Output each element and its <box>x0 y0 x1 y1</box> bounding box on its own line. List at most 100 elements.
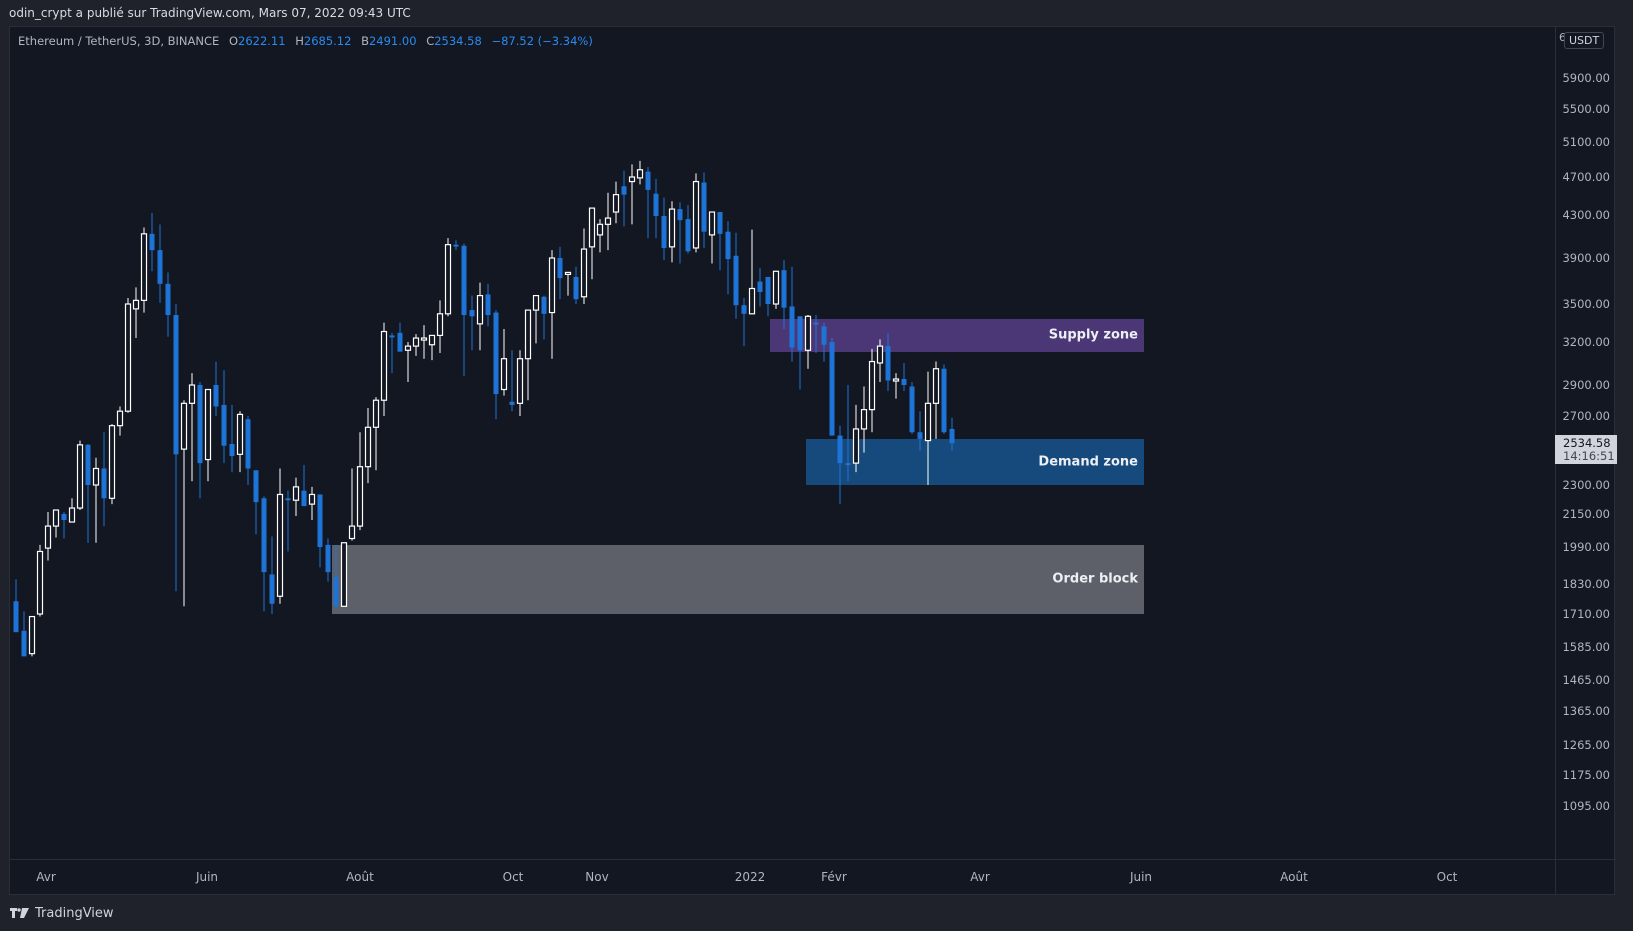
price-tick: 4700.00 <box>1562 170 1610 184</box>
bar-countdown: 14:16:51 <box>1563 449 1615 464</box>
price-tick: 2900.00 <box>1562 378 1610 392</box>
price-tick: 1365.00 <box>1562 704 1610 718</box>
candle <box>860 386 868 453</box>
time-tick: 2022 <box>734 870 766 884</box>
candle <box>36 544 44 617</box>
candle <box>741 297 747 347</box>
time-tick: Août <box>346 870 374 884</box>
candle <box>276 468 284 604</box>
candle <box>157 224 163 303</box>
candle <box>949 417 955 451</box>
symbol-legend: Ethereum / TetherUS, 3D, BINANCE O2622.1… <box>18 34 593 48</box>
candle <box>772 270 780 309</box>
candle <box>628 164 636 225</box>
time-tick: Avr <box>36 870 56 884</box>
candle <box>404 342 412 382</box>
candle <box>301 464 307 507</box>
candle <box>781 260 787 329</box>
candle <box>789 266 795 362</box>
candle <box>197 381 203 499</box>
publisher-caption: odin_crypt a publié sur TradingView.com,… <box>9 6 411 20</box>
axis-corner <box>1555 859 1616 895</box>
candle <box>692 173 700 253</box>
candle <box>76 440 84 511</box>
candle <box>356 432 364 531</box>
price-tick: 1990.00 <box>1562 540 1610 554</box>
candle <box>92 457 100 543</box>
last-price-tag: 2534.58 14:16:51 <box>1555 435 1617 465</box>
candle <box>532 294 540 344</box>
candle <box>852 404 860 473</box>
candle <box>685 205 691 254</box>
candle <box>44 512 52 561</box>
tradingview-watermark[interactable]: TradingView <box>10 906 114 921</box>
candle <box>188 373 196 482</box>
price-tick: 1710.00 <box>1562 607 1610 621</box>
candle <box>453 240 459 251</box>
candle <box>661 197 667 261</box>
price-tick: 1175.00 <box>1562 768 1610 782</box>
candle <box>180 400 188 607</box>
candle <box>876 339 884 382</box>
currency-button[interactable]: USDT <box>1564 32 1605 49</box>
time-tick: Oct <box>1436 870 1458 884</box>
candle <box>541 295 547 340</box>
candle <box>325 538 331 582</box>
price-tick: 3200.00 <box>1562 335 1610 349</box>
candle <box>292 477 300 516</box>
candle <box>516 350 524 416</box>
time-tick: Avr <box>970 870 990 884</box>
candle <box>829 338 835 436</box>
candle <box>924 371 932 485</box>
candle <box>340 542 348 607</box>
brand-name: TradingView <box>35 906 114 921</box>
candle <box>573 266 579 304</box>
candle <box>725 221 731 295</box>
candle <box>653 178 659 239</box>
order-block-zone[interactable]: Order block <box>332 544 1144 614</box>
candle <box>813 315 819 354</box>
zone-label: Supply zone <box>1048 327 1138 343</box>
candle <box>636 160 644 185</box>
tradingview-logo-icon <box>10 907 29 918</box>
candle <box>13 579 19 633</box>
price-tick: 2700.00 <box>1562 409 1610 423</box>
candle <box>645 167 651 239</box>
price-tick: 3900.00 <box>1562 251 1610 265</box>
time-tick: Juin <box>195 870 219 884</box>
candle <box>821 322 827 362</box>
candle <box>941 364 947 434</box>
price-tick: 5900.00 <box>1562 71 1610 85</box>
candle <box>253 470 259 535</box>
open-value: 2622.11 <box>238 34 286 48</box>
chart-plot-area[interactable]: Supply zone Demand zone Order block <box>10 27 1555 859</box>
candle <box>85 443 91 543</box>
candle <box>748 229 756 315</box>
candle <box>149 213 155 272</box>
candle <box>588 207 596 280</box>
candle <box>213 361 219 416</box>
symbol-title[interactable]: Ethereum / TetherUS, 3D, BINANCE <box>18 34 220 48</box>
candle <box>885 332 891 392</box>
close-label: C <box>426 34 435 48</box>
candle <box>221 370 227 464</box>
high-value: 2685.12 <box>303 34 352 48</box>
candle <box>668 201 676 263</box>
candle <box>61 512 67 539</box>
candle <box>372 397 380 471</box>
candle <box>261 496 267 612</box>
candle <box>124 297 132 413</box>
demand-zone[interactable]: Demand zone <box>806 438 1144 485</box>
price-axis[interactable]: 5900.00 5500.00 5100.00 4700.00 4300.00 3900.… <box>1555 27 1616 859</box>
candle <box>612 181 620 224</box>
candle <box>173 304 179 592</box>
candle <box>165 272 171 337</box>
price-tick: 1465.00 <box>1562 673 1610 687</box>
candle <box>604 192 612 251</box>
time-axis[interactable]: Avr Juin Août Oct Nov 2022 Févr Avr Juin Août Oct <box>10 859 1555 895</box>
open-label: O <box>228 34 238 48</box>
close-value: 2534.58 <box>434 34 482 48</box>
price-axis-top-partial: 6 <box>1559 31 1566 44</box>
candle <box>500 328 508 396</box>
price-tick: 1830.00 <box>1562 577 1610 591</box>
